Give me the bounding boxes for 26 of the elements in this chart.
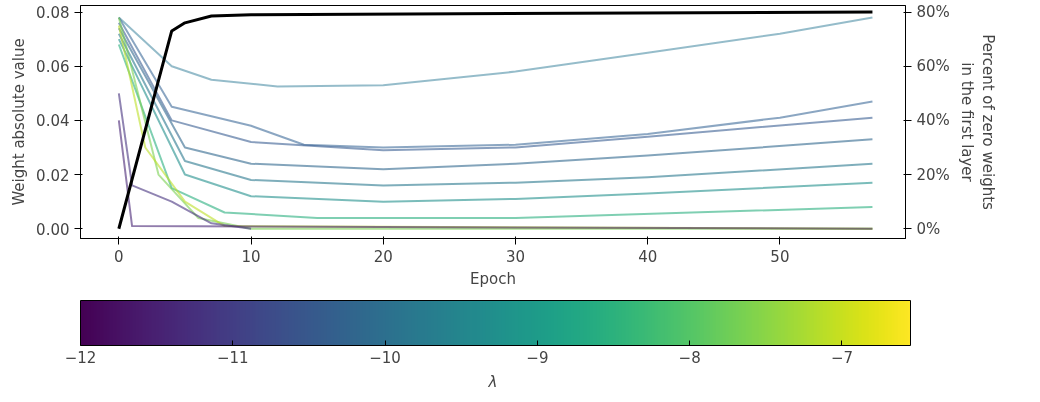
color-bar-label: −8	[678, 348, 701, 367]
color-bar-label: −12	[64, 348, 97, 367]
y-tick-label: 0.02	[36, 166, 70, 185]
x-tick-label: 0	[114, 247, 124, 266]
y-tick-label: 0.00	[36, 220, 70, 239]
x-tick-label: 20	[373, 247, 393, 266]
y2-tick-label: 0%	[916, 219, 941, 238]
y-tick-label: 0.04	[36, 112, 70, 131]
x-tick-label: 50	[770, 247, 790, 266]
color-bar-label: −9	[526, 348, 549, 367]
y2-tick-label: 80%	[916, 3, 950, 21]
y-axis-title: Weight absolute value	[10, 38, 29, 206]
color-bar-label: −7	[830, 348, 854, 367]
color-bar-label: −10	[369, 348, 401, 367]
y-tick-label: 0.06	[36, 58, 70, 77]
y2-axis-title: Percent of zero weights in the first layer	[957, 34, 998, 211]
x-tick-label: 30	[505, 247, 526, 266]
x-tick-label: 10	[241, 247, 261, 266]
color-bar-title: λ	[487, 372, 498, 391]
y2-tick-label: 20%	[916, 165, 950, 184]
color-bar-label: −11	[216, 348, 249, 367]
x-axis-title: Epoch	[470, 269, 516, 288]
y2-tick-label: 60%	[916, 57, 950, 76]
y2-tick-label: 40%	[916, 111, 950, 130]
x-tick-label: 40	[638, 247, 658, 266]
y-tick-label: 0.08	[36, 4, 70, 22]
